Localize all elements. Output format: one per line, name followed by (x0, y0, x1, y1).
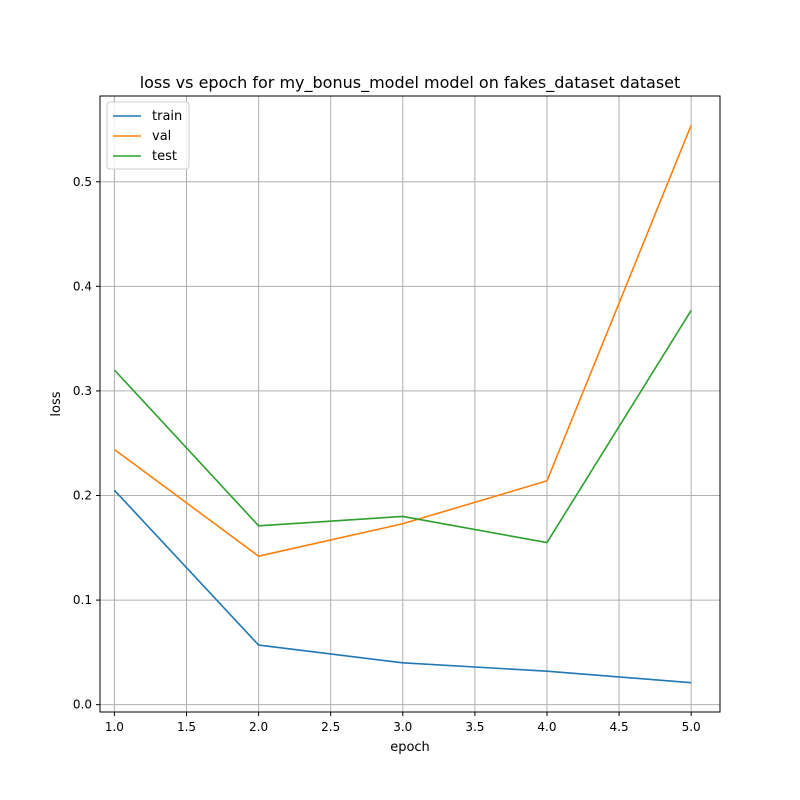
x-tick-label: 4.0 (537, 720, 556, 734)
series-line-train (113, 489, 692, 684)
y-tick-label: 0.4 (73, 279, 92, 293)
y-tick-label: 0.1 (73, 593, 92, 607)
series-line-test (113, 309, 692, 544)
chart-title: loss vs epoch for my_bonus_model model o… (140, 73, 681, 93)
legend-label-val: val (152, 129, 171, 144)
x-tick-label: 2.5 (321, 720, 340, 734)
x-tick-label: 4.5 (610, 720, 629, 734)
legend: train val test (106, 101, 190, 170)
y-axis-label: loss (49, 391, 64, 416)
plot-frame (99, 95, 721, 713)
x-tick-label: 3.0 (393, 720, 412, 734)
x-tick-label: 1.5 (177, 720, 196, 734)
x-axis-ticks: 1.0 1.5 2.0 2.5 3.0 3.5 4.0 4.5 5.0 (105, 712, 701, 734)
y-axis-ticks: 0.0 0.1 0.2 0.3 0.4 0.5 (73, 175, 100, 712)
y-tick-label: 0.5 (73, 175, 92, 189)
grid-lines (100, 96, 720, 712)
x-tick-label: 5.0 (682, 720, 701, 734)
series-lines (113, 124, 692, 684)
y-tick-label: 0.0 (73, 698, 92, 712)
legend-label-test: test (152, 149, 177, 164)
x-tick-label: 3.5 (465, 720, 484, 734)
series-line-val (113, 124, 692, 557)
y-tick-label: 0.3 (73, 384, 92, 398)
x-tick-label: 1.0 (105, 720, 124, 734)
x-tick-label: 2.0 (249, 720, 268, 734)
legend-box (106, 101, 190, 170)
legend-label-train: train (152, 109, 182, 124)
x-axis-label: epoch (390, 740, 430, 755)
y-tick-label: 0.2 (73, 489, 92, 503)
